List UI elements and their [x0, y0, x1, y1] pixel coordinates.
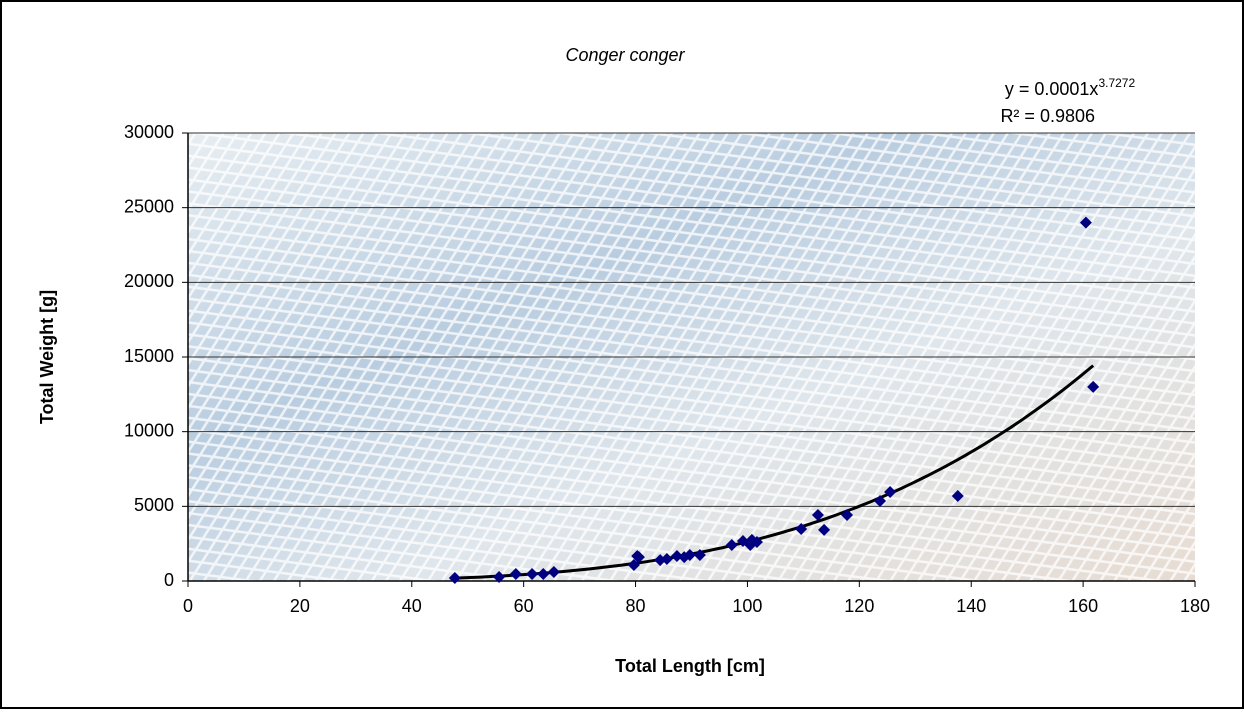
y-tick-label: 10000 — [124, 420, 174, 440]
data-point — [874, 494, 887, 507]
x-tick-label: 160 — [1068, 596, 1098, 616]
data-point — [1079, 216, 1092, 229]
data-point — [493, 570, 506, 583]
data-point — [841, 508, 854, 521]
x-tick-label: 0 — [183, 596, 193, 616]
x-tick-label: 80 — [626, 596, 646, 616]
data-point — [632, 551, 645, 564]
chart-title: Conger conger — [565, 45, 685, 65]
data-point — [1087, 380, 1100, 393]
y-tick-label: 5000 — [134, 495, 174, 515]
data-point — [951, 490, 964, 503]
data-point — [818, 523, 831, 536]
y-tick-label: 20000 — [124, 271, 174, 291]
y-tick-label: 25000 — [124, 196, 174, 216]
trendline-equation: y = 0.0001x3.7272 — [1005, 76, 1136, 99]
data-point — [537, 567, 550, 580]
x-tick-label: 180 — [1180, 596, 1210, 616]
r-squared: R² = 0.9806 — [1000, 106, 1095, 126]
trendline — [454, 364, 1095, 580]
equation-text: y = 0.0001x — [1005, 79, 1099, 99]
data-point — [526, 567, 539, 580]
data-point — [795, 523, 808, 536]
equation-exponent: 3.7272 — [1098, 76, 1135, 90]
y-tick-label: 15000 — [124, 346, 174, 366]
data-point — [670, 550, 683, 563]
data-point — [627, 559, 640, 572]
data-point — [750, 536, 763, 549]
x-tick-label: 100 — [732, 596, 762, 616]
y-tick-label: 30000 — [124, 122, 174, 142]
data-point — [683, 549, 696, 562]
data-point — [509, 567, 522, 580]
y-tick-label: 0 — [164, 570, 174, 590]
x-axis-label: Total Length [cm] — [615, 656, 765, 676]
x-tick-label: 40 — [402, 596, 422, 616]
data-point — [725, 539, 738, 552]
y-axis-label: Total Weight [g] — [37, 290, 57, 424]
x-tick-label: 120 — [844, 596, 874, 616]
x-tick-label: 60 — [514, 596, 534, 616]
data-point — [547, 566, 560, 579]
data-point — [884, 485, 897, 498]
data-point — [693, 549, 706, 562]
data-point — [448, 572, 461, 585]
data-point — [660, 553, 673, 566]
x-tick-label: 140 — [956, 596, 986, 616]
x-tick-label: 20 — [290, 596, 310, 616]
data-point — [811, 508, 824, 521]
